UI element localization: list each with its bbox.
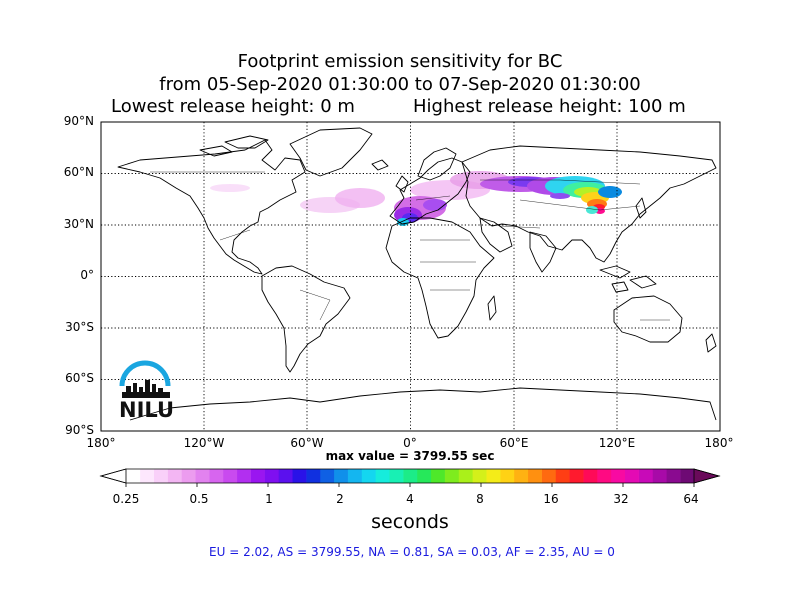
colorbar-segment <box>527 469 542 483</box>
colorbar-segment <box>389 469 404 483</box>
colorbar-tick-label: 16 <box>543 492 559 506</box>
lat-label: 90°S <box>65 423 94 437</box>
colorbar-tick-label: 32 <box>613 492 629 506</box>
colorbar-tick-label: 0.25 <box>112 492 140 506</box>
coastlines <box>117 127 717 421</box>
colorbar-segment <box>153 469 168 483</box>
colorbar-tick-label: 1 <box>265 492 273 506</box>
lon-label: 120°W <box>183 436 225 450</box>
colorbar-segment <box>361 469 376 483</box>
lat-label: 30°S <box>65 320 94 334</box>
highest-release-height: Highest release height: 100 m <box>413 96 686 117</box>
colorbar-segment <box>444 469 459 483</box>
colorbar-segment <box>430 469 445 483</box>
colorbar <box>99 468 721 487</box>
title-line-2: from 05-Sep-2020 01:30:00 to 07-Sep-2020… <box>159 74 641 95</box>
colorbar-segment <box>167 469 182 483</box>
lowest-release-height: Lowest release height: 0 m <box>111 96 355 117</box>
colorbar-segment <box>222 469 238 483</box>
colorbar-segment <box>403 469 418 483</box>
colorbar-tick-label: 0.5 <box>189 492 209 506</box>
colorbar-segment <box>638 469 653 483</box>
lat-label: 90°N <box>63 114 94 128</box>
colorbar-tick-label: 8 <box>476 492 484 506</box>
colorbar-segment <box>375 469 390 483</box>
colorbar-segment <box>652 469 667 483</box>
colorbar-segment <box>347 469 362 483</box>
colorbar-segment <box>500 469 515 483</box>
colorbar-segment <box>250 469 265 483</box>
lon-label: 60°W <box>290 436 324 450</box>
colorbar-segment <box>416 469 432 483</box>
colorbar-segment <box>486 469 501 483</box>
colorbar-segment <box>610 469 626 483</box>
lon-label: 120°E <box>598 436 636 450</box>
nilu-logo <box>119 360 171 398</box>
lon-label: 60°E <box>499 436 529 450</box>
colorbar-segment <box>513 469 529 483</box>
colorbar-low-arrow <box>99 468 127 484</box>
map-frame <box>100 121 721 432</box>
colorbar-segment <box>126 469 141 483</box>
colorbar-segment <box>195 469 210 483</box>
footprint-plume <box>210 171 622 226</box>
max-value-label: max value = 3799.55 sec <box>325 449 495 463</box>
colorbar-segment <box>181 469 196 483</box>
colorbar-segment <box>278 469 293 483</box>
colorbar-segment <box>333 469 348 483</box>
colorbar-segment <box>292 469 307 483</box>
colorbar-segment <box>680 469 695 483</box>
colorbar-segment <box>541 469 556 483</box>
lat-label: 30°N <box>63 217 94 231</box>
colorbar-tick-label: 64 <box>683 492 699 506</box>
region-totals: EU = 2.02, AS = 3799.55, NA = 0.81, SA =… <box>209 545 615 559</box>
colorbar-units: seconds <box>371 511 449 533</box>
colorbar-segment <box>597 469 612 483</box>
map-content <box>101 122 720 431</box>
colorbar-tick-label: 2 <box>336 492 344 506</box>
logo-skyline <box>122 380 170 398</box>
colorbar-segment <box>306 469 321 483</box>
colorbar-segment <box>583 469 598 483</box>
graticule <box>101 122 720 431</box>
title-line-1: Footprint emission sensitivity for BC <box>237 51 563 72</box>
logo-text: NILU <box>119 398 175 422</box>
colorbar-segment <box>319 469 335 483</box>
lat-label: 60°N <box>63 165 94 179</box>
colorbar-segment <box>209 469 224 483</box>
colorbar-tick-label: 4 <box>406 492 414 506</box>
colorbar-segment <box>458 469 473 483</box>
lon-label: 0° <box>403 436 417 450</box>
colorbar-segment <box>624 469 639 483</box>
colorbar-high-arrow <box>693 468 721 484</box>
colorbar-segment <box>139 469 154 483</box>
logo-arc <box>119 360 171 387</box>
lat-label: 0° <box>80 268 94 282</box>
lat-label: 60°S <box>65 371 94 385</box>
lon-label: 180° <box>704 436 734 450</box>
colorbar-segment <box>236 469 251 483</box>
lon-label: 180° <box>86 436 116 450</box>
colorbar-segment <box>569 469 584 483</box>
colorbar-segment <box>472 469 487 483</box>
country-borders <box>150 171 670 321</box>
colorbar-segment <box>264 469 279 483</box>
colorbar-segment <box>555 469 570 483</box>
colorbar-segment <box>666 469 681 483</box>
